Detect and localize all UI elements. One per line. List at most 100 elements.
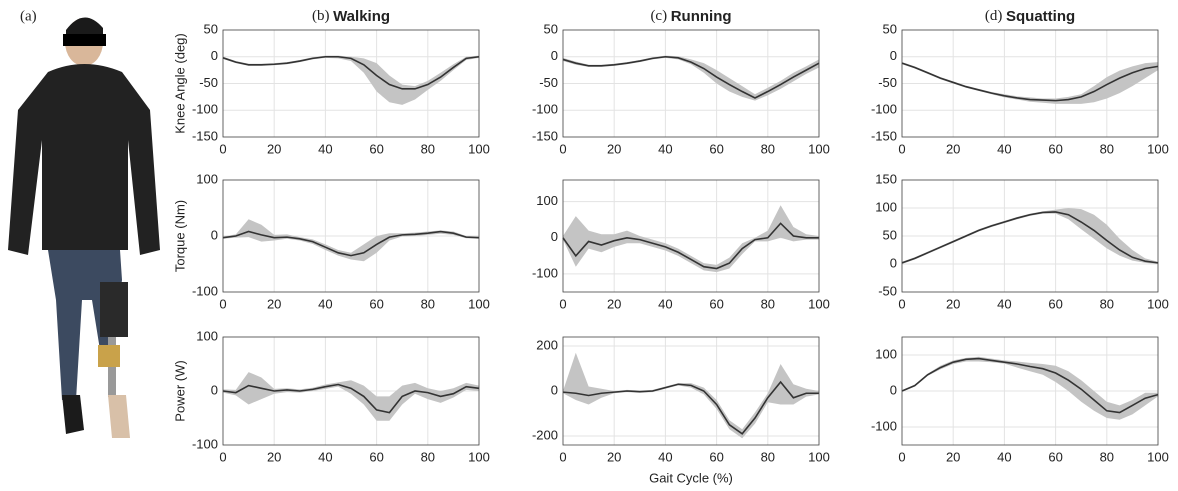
y-tick-label: -100: [532, 102, 558, 117]
mean-line: [222, 55, 480, 90]
mean-line: [562, 55, 820, 99]
x-tick-label: 80: [761, 449, 775, 464]
x-tick-label: 60: [1048, 296, 1062, 311]
mean-line: [901, 357, 1159, 414]
mean-line: [222, 230, 480, 257]
x-tick-label: 20: [267, 449, 281, 464]
x-tick-label: 80: [761, 141, 775, 156]
x-tick-label: 100: [468, 449, 490, 464]
axes-box: [562, 29, 820, 138]
x-tick-label: 20: [607, 141, 621, 156]
x-tick-label: 80: [1100, 141, 1114, 156]
x-tick-label: 20: [267, 141, 281, 156]
chart-title: (b) Walking: [312, 8, 390, 25]
x-tick-label: 60: [369, 141, 383, 156]
y-tick-label: -100: [192, 102, 218, 117]
y-tick-label: 50: [204, 21, 218, 36]
axes-box: [222, 29, 480, 138]
x-tick-label: 100: [468, 141, 490, 156]
x-tick-label: 20: [267, 296, 281, 311]
mean-line: [901, 62, 1159, 102]
x-tick-label: 60: [709, 449, 723, 464]
x-tick-label: 40: [658, 141, 672, 156]
chart-title: (c) Running: [650, 8, 731, 25]
axes-box: [562, 336, 820, 446]
x-tick-label: 0: [559, 449, 566, 464]
x-axis-label: Gait Cycle (%): [649, 470, 733, 485]
y-tick-label: 0: [211, 382, 218, 397]
x-tick-label: 60: [1048, 141, 1062, 156]
panel-label: (b): [312, 8, 330, 24]
x-tick-label: 20: [946, 296, 960, 311]
x-tick-label: 20: [946, 449, 960, 464]
y-axis-label: Knee Angle (deg): [172, 33, 187, 133]
x-tick-label: 0: [219, 449, 226, 464]
x-tick-label: 100: [468, 296, 490, 311]
x-tick-label: 0: [898, 296, 905, 311]
axes-box: [562, 179, 820, 293]
y-tick-label: -150: [192, 128, 218, 143]
band: [902, 62, 1158, 104]
mean-line: [901, 211, 1159, 264]
x-tick-label: 0: [898, 141, 905, 156]
y-tick-label: -100: [532, 265, 558, 280]
band: [902, 356, 1158, 420]
title-text: Running: [671, 8, 732, 25]
y-tick-label: 100: [875, 199, 897, 214]
chart-title: (d) Squatting: [985, 8, 1075, 25]
x-tick-label: 20: [607, 449, 621, 464]
y-axis-label: Torque (Nm): [172, 200, 187, 272]
mean-line: [222, 383, 480, 414]
y-tick-label: 50: [883, 227, 897, 242]
x-tick-label: 40: [658, 296, 672, 311]
y-tick-label: 0: [211, 48, 218, 63]
y-axis-label: Power (W): [172, 360, 187, 421]
y-tick-label: -50: [199, 75, 218, 90]
x-tick-label: 100: [808, 141, 830, 156]
panel-label: (c): [650, 8, 667, 24]
band: [223, 372, 479, 421]
y-tick-label: 0: [890, 382, 897, 397]
x-tick-label: 60: [369, 296, 383, 311]
y-tick-label: 0: [551, 229, 558, 244]
y-tick-label: -100: [192, 436, 218, 451]
x-tick-label: 100: [1147, 141, 1169, 156]
panel-label: (d): [985, 8, 1003, 24]
x-tick-label: 40: [318, 449, 332, 464]
y-tick-label: 0: [890, 255, 897, 270]
x-tick-label: 60: [1048, 449, 1062, 464]
axes-box: [901, 179, 1159, 293]
x-tick-label: 40: [997, 296, 1011, 311]
x-tick-label: 0: [559, 141, 566, 156]
x-tick-label: 100: [808, 449, 830, 464]
x-tick-label: 0: [559, 296, 566, 311]
x-tick-label: 80: [1100, 296, 1114, 311]
person-photo: [8, 17, 160, 438]
title-text: Walking: [333, 8, 390, 25]
x-tick-label: 100: [1147, 296, 1169, 311]
y-tick-label: 0: [890, 48, 897, 63]
axes-box: [901, 336, 1159, 446]
x-tick-label: 100: [1147, 449, 1169, 464]
y-tick-label: 200: [536, 337, 558, 352]
mean-line: [562, 380, 819, 435]
x-tick-label: 40: [997, 141, 1011, 156]
x-tick-label: 60: [369, 449, 383, 464]
x-tick-label: 20: [607, 296, 621, 311]
y-tick-label: 0: [551, 382, 558, 397]
y-tick-label: -100: [871, 102, 897, 117]
x-tick-label: 40: [318, 296, 332, 311]
y-tick-label: 100: [875, 346, 897, 361]
x-tick-label: 40: [997, 449, 1011, 464]
band: [902, 208, 1158, 264]
y-tick-label: -150: [532, 128, 558, 143]
axes-box: [222, 336, 480, 446]
y-tick-label: 0: [551, 48, 558, 63]
x-tick-label: 80: [421, 449, 435, 464]
y-tick-label: -200: [532, 427, 558, 442]
x-tick-label: 60: [709, 296, 723, 311]
y-tick-label: -100: [871, 418, 897, 433]
title-text: Squatting: [1006, 8, 1075, 25]
y-tick-label: 100: [196, 171, 218, 186]
